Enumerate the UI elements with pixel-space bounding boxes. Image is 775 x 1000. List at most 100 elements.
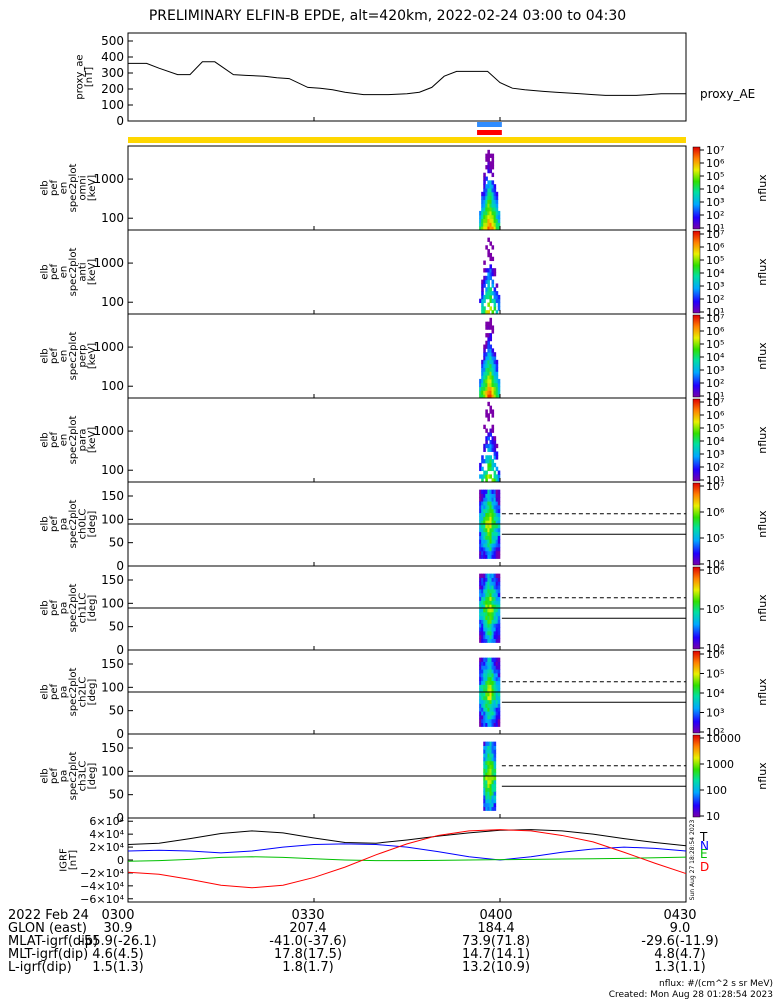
heatmap-cell <box>481 672 484 678</box>
heatmap-cells <box>479 401 501 483</box>
heatmap-cell <box>485 352 488 357</box>
heatmap-cell <box>491 718 495 724</box>
heatmap-cell <box>481 291 484 296</box>
heatmap-cell <box>479 592 482 598</box>
y-axis-label-line: ch3LC <box>77 761 88 792</box>
y-axis-label-line: [keV] <box>87 427 98 453</box>
heatmap-cell <box>491 153 495 158</box>
heatmap-cell <box>489 256 493 262</box>
orbit-bar-blue <box>477 122 502 127</box>
heatmap-cell <box>491 554 495 559</box>
panel-frame <box>127 817 687 903</box>
colorbar-label-text: nflux <box>756 258 769 286</box>
footer-value: 1.8(1.7) <box>282 960 334 975</box>
heatmap-cell <box>485 214 488 220</box>
heatmap-cell <box>485 741 488 746</box>
heatmap-cell <box>487 688 490 693</box>
igrf-legend-N: N <box>700 839 709 853</box>
heatmap-cell <box>483 199 486 204</box>
heatmap-cell <box>489 199 493 204</box>
y-axis-label-line: pef <box>49 264 60 281</box>
heatmap-cell <box>489 531 493 536</box>
heatmap-cell <box>483 375 486 380</box>
heatmap-cell <box>491 279 495 284</box>
heatmap-cell <box>479 520 482 525</box>
heatmap-cell <box>497 707 501 712</box>
colorbar-label-text: nflux <box>756 594 769 622</box>
heatmap-cell <box>491 371 495 376</box>
heatmap-cell <box>485 356 488 361</box>
heatmap-cell <box>491 615 495 620</box>
heatmap-cell <box>497 512 501 517</box>
heatmap-cell <box>487 695 490 701</box>
heatmap-cell <box>493 634 497 640</box>
heatmap-cell <box>487 474 490 479</box>
colorbar-label: nflux <box>756 762 769 790</box>
heatmap-cell <box>483 489 486 494</box>
heatmap-cell <box>491 325 495 330</box>
heatmap-cell <box>493 440 497 445</box>
heatmap-cell <box>487 352 490 357</box>
heatmap-cell <box>485 592 488 598</box>
heatmap-cell <box>495 669 499 674</box>
heatmap-cell <box>489 665 493 670</box>
heatmap-cell <box>487 157 490 162</box>
heatmap-cell <box>493 443 497 449</box>
units-note: nflux: #/(cm^2 s sr MeV) <box>659 979 773 989</box>
heatmap-cell <box>491 707 495 712</box>
heatmap-cell <box>487 527 490 533</box>
heatmap-cell <box>489 806 493 811</box>
heatmap-cell <box>483 184 486 189</box>
heatmap-cell <box>491 272 495 277</box>
heatmap-cell <box>481 310 484 315</box>
heatmap-cell <box>491 783 495 788</box>
heatmap-cell <box>489 180 493 185</box>
heatmap-cell <box>487 741 490 746</box>
side-stamp: Sun Aug 27 18:28:54 2023 <box>689 820 696 901</box>
heatmap-cell <box>479 630 482 636</box>
heatmap-cell <box>483 294 486 300</box>
y-axis-label-line: pa <box>58 518 69 530</box>
heatmap-cell <box>483 543 486 548</box>
heatmap-cell <box>489 768 493 773</box>
heatmap-cell <box>485 165 488 170</box>
heatmap-cell <box>481 298 484 304</box>
y-tick-label: 2×10⁴ <box>89 841 124 854</box>
heatmap-cell <box>479 489 482 494</box>
heatmap-cell <box>493 287 497 292</box>
heatmap-cell <box>493 711 497 716</box>
heatmap-cell <box>485 359 488 365</box>
heatmap-cell <box>497 661 501 666</box>
heatmap-cell <box>479 218 482 223</box>
heatmap-cell <box>485 378 488 384</box>
colorbar-tick-label: 10³ <box>706 196 724 209</box>
heatmap-cell <box>483 195 486 200</box>
heatmap-cell <box>485 321 488 326</box>
heatmap-cell <box>491 352 495 357</box>
heatmap-cell <box>491 199 495 204</box>
colorbar-label-text: nflux <box>756 342 769 370</box>
footer-value: 0330 <box>291 908 325 923</box>
heatmap-cell <box>489 546 493 552</box>
heatmap-cell <box>493 680 497 685</box>
heatmap-cell <box>481 287 484 292</box>
heatmap-cell <box>487 676 490 682</box>
heatmap-cell <box>489 600 493 605</box>
heatmap-cell <box>497 546 501 552</box>
y-axis-label-line: elb <box>39 768 50 783</box>
heatmap-cell <box>491 539 495 544</box>
heatmap-cell <box>495 516 499 521</box>
heatmap-cell <box>495 386 499 391</box>
heatmap-cell <box>495 451 499 456</box>
heatmap-cell <box>491 634 495 640</box>
heatmap-cell <box>487 466 490 472</box>
heatmap-cell <box>487 436 490 441</box>
heatmap-cell <box>487 294 490 300</box>
heatmap-cell <box>481 577 484 582</box>
igrf-legend-T: T <box>699 830 708 844</box>
heatmap-cell <box>485 600 488 605</box>
heatmap-cell <box>495 291 499 296</box>
heatmap-cell <box>491 218 495 223</box>
heatmap-cell <box>481 199 484 204</box>
